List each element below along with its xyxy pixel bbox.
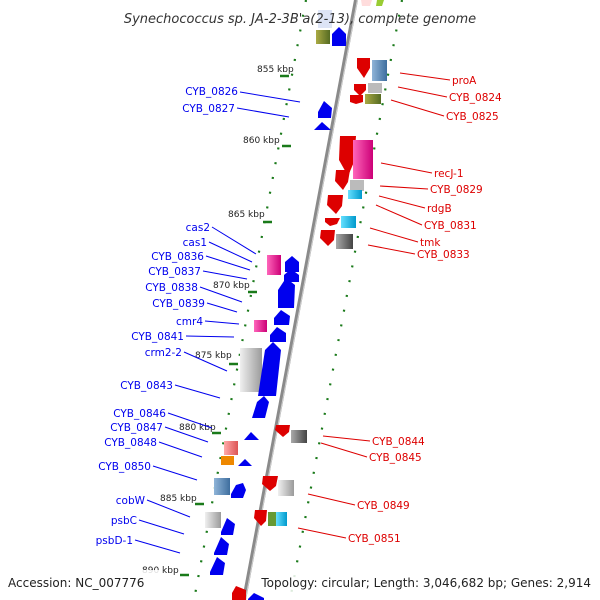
scale-label: 875 kbp [195, 351, 232, 361]
gene-label[interactable]: CYB_0851 [348, 533, 401, 545]
gene-label[interactable]: cas1 [183, 237, 207, 249]
gene-label[interactable]: CYB_0844 [372, 436, 425, 448]
gene-label[interactable]: CYB_0838 [145, 282, 198, 294]
reverse-strand-features [232, 0, 387, 600]
footer: Accession: NC_007776 Topology: circular;… [0, 570, 596, 592]
gene-label[interactable]: CYB_0837 [148, 266, 201, 278]
gene-label[interactable]: tmk [420, 237, 441, 249]
gene-label[interactable]: proA [452, 75, 477, 87]
scale-label: 890 kbp [142, 566, 179, 576]
gene-label[interactable]: cas2 [186, 222, 210, 234]
gene-label[interactable]: CYB_0827 [182, 103, 235, 115]
gene-label[interactable]: CYB_0843 [120, 380, 173, 392]
left-leader-lines [134, 91, 301, 554]
gene-label[interactable]: cmr4 [176, 316, 203, 328]
scale-label: 865 kbp [228, 210, 265, 220]
gene-label[interactable]: CYB_0825 [446, 111, 499, 123]
gene-label[interactable]: CYB_0848 [104, 437, 157, 449]
accession-text: Accession: NC_007776 [8, 576, 144, 590]
gene-label[interactable]: CYB_0824 [449, 92, 502, 104]
gene-label[interactable]: CYB_0826 [185, 86, 238, 98]
gene-label[interactable]: CYB_0833 [417, 249, 470, 261]
gene-label[interactable]: recJ-1 [434, 168, 464, 180]
genome-summary-text: Topology: circular; Length: 3,046,682 bp… [260, 576, 591, 590]
scale-label: 855 kbp [257, 65, 294, 75]
gene-label[interactable]: CYB_0831 [424, 220, 477, 232]
gene-label[interactable]: CYB_0829 [430, 184, 483, 196]
gene-label[interactable]: CYB_0847 [110, 422, 163, 434]
gene-label[interactable]: crm2-2 [145, 347, 182, 359]
scale-label: 880 kbp [179, 423, 216, 433]
scale-label: 885 kbp [160, 494, 197, 504]
gene-label[interactable]: CYB_0849 [357, 500, 410, 512]
genome-title: Synechococcus sp. JA-2-3B'a(2-13), compl… [124, 12, 476, 27]
scale-label: 860 kbp [243, 136, 280, 146]
right-leader-lines [297, 72, 451, 539]
gene-label[interactable]: rdgB [427, 203, 452, 215]
scale-ticks [180, 74, 291, 577]
gene-label[interactable]: psbD-1 [96, 535, 133, 547]
gene-label[interactable]: CYB_0836 [151, 251, 204, 263]
gene-label[interactable]: CYB_0846 [113, 408, 166, 420]
genome-backbone [242, 0, 358, 600]
gene-label[interactable]: cobW [116, 495, 146, 507]
forward-strand-features [205, 27, 346, 600]
gene-label[interactable]: CYB_0850 [98, 461, 151, 473]
gene-label[interactable]: CYB_0845 [369, 452, 422, 464]
right-gene-labels: proA CYB_0824 CYB_0825 recJ-1 CYB_0829 r… [348, 75, 502, 545]
scale-labels: 855 kbp 860 kbp 865 kbp 870 kbp 875 kbp … [142, 65, 294, 576]
scale-label: 870 kbp [213, 281, 250, 291]
gene-label[interactable]: CYB_0841 [131, 331, 184, 343]
left-gene-labels: CYB_0826 CYB_0827 cas2 cas1 CYB_0836 CYB… [96, 86, 239, 547]
gene-label[interactable]: psbC [111, 515, 137, 527]
gene-label[interactable]: CYB_0839 [152, 298, 205, 310]
